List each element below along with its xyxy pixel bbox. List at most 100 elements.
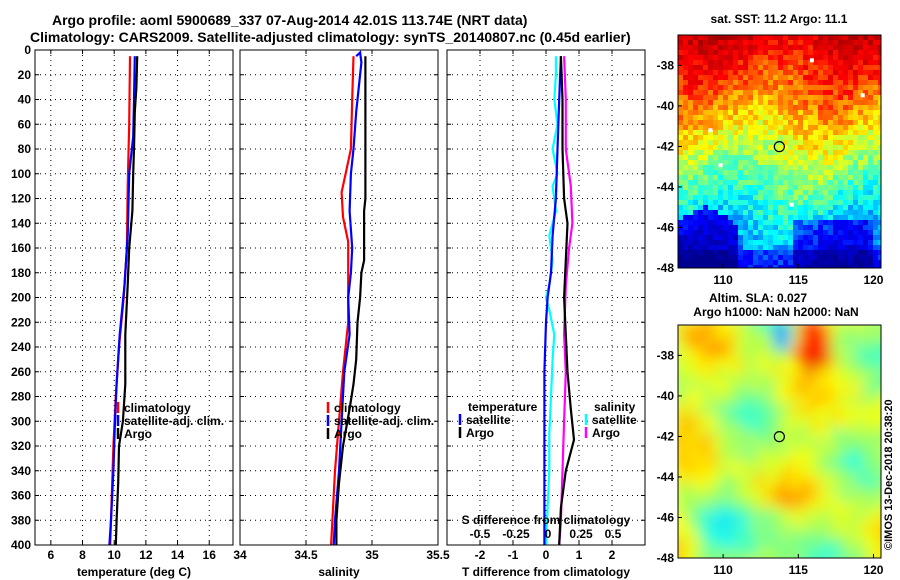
- sst-cell: [693, 150, 699, 156]
- sst-cell: [753, 125, 759, 131]
- sst-cell: [843, 85, 849, 91]
- sst-cell: [848, 215, 854, 221]
- sst-cell: [883, 40, 889, 46]
- sst-cell: [753, 185, 759, 191]
- sla-cell: [718, 525, 727, 534]
- sst-cell: [828, 260, 834, 266]
- sst-cell: [678, 70, 684, 76]
- sst-cell: [793, 45, 799, 51]
- sst-cell: [768, 40, 774, 46]
- secondary-axis-label: S difference from climatology: [462, 513, 631, 527]
- sst-cell: [883, 120, 889, 126]
- sst-cell: [838, 90, 844, 96]
- sst-cell: [728, 145, 734, 151]
- sst-cell: [808, 135, 814, 141]
- sla-cell: [734, 365, 743, 374]
- sst-cell: [828, 120, 834, 126]
- sla-cell: [830, 509, 839, 518]
- sst-cell: [713, 265, 719, 268]
- sla-cell: [750, 565, 759, 574]
- sst-cell: [863, 80, 869, 86]
- sst-cell: [818, 85, 824, 91]
- sst-cell: [793, 150, 799, 156]
- sst-cell: [803, 85, 809, 91]
- sst-cell: [848, 200, 854, 206]
- sla-cell: [678, 493, 679, 502]
- sla-cell: [774, 397, 783, 406]
- sst-cell: [873, 110, 879, 116]
- sst-cell: [698, 250, 704, 256]
- sla-cell: [862, 413, 871, 422]
- sla-cell: [702, 421, 711, 430]
- sla-cell: [854, 357, 863, 366]
- sst-cell: [818, 200, 824, 206]
- sla-cell: [678, 509, 687, 518]
- sst-cell: [778, 75, 784, 81]
- series-line-argo: [114, 56, 139, 545]
- sst-cell: [843, 220, 849, 226]
- sst-cell: [853, 145, 859, 151]
- sla-cell: [670, 573, 679, 580]
- sst-cell: [778, 235, 784, 241]
- sla-cell: [742, 493, 751, 502]
- sla-cell: [702, 573, 711, 580]
- sst-cell: [833, 110, 839, 116]
- sst-cell: [733, 60, 739, 66]
- sla-cell: [822, 509, 831, 518]
- sla-cell: [838, 533, 847, 542]
- sst-cell: [743, 90, 749, 96]
- sst-cell: [693, 175, 699, 181]
- sst-cell: [733, 225, 739, 231]
- sst-cell: [748, 115, 754, 121]
- sla-cell: [806, 453, 815, 462]
- sla-cell: [854, 541, 863, 550]
- sst-cell: [873, 240, 879, 246]
- sla-cell: [878, 421, 881, 430]
- sst-cell: [888, 230, 894, 236]
- sla-cell: [782, 517, 791, 526]
- legend-label: Argo: [592, 426, 620, 440]
- sst-cell: [838, 200, 844, 206]
- sla-cell: [862, 429, 871, 438]
- sst-cell: [843, 215, 849, 221]
- sst-cell: [758, 240, 764, 246]
- sla-cell: [846, 485, 855, 494]
- sst-cell: [758, 175, 764, 181]
- sst-cell: [848, 150, 854, 156]
- sst-cell: [783, 155, 789, 161]
- sst-cell: [768, 145, 774, 151]
- sst-cell: [768, 230, 774, 236]
- sst-cell: [803, 105, 809, 111]
- sst-cell: [813, 145, 819, 151]
- sst-cell: [883, 135, 889, 141]
- sla-cell: [710, 381, 719, 390]
- sla-cell: [798, 469, 807, 478]
- sla-cell: [798, 517, 807, 526]
- sst-cell: [733, 105, 739, 111]
- sst-cell: [758, 45, 764, 51]
- sla-cell: [838, 389, 847, 398]
- sst-cell: [818, 145, 824, 151]
- sst-cell: [763, 245, 769, 251]
- sst-cell: [673, 275, 679, 281]
- sla-cell: [838, 365, 847, 374]
- sla-cell: [734, 469, 743, 478]
- sst-cell: [878, 100, 881, 106]
- sst-cell: [713, 65, 719, 71]
- sla-cell: [854, 493, 863, 502]
- sla-cell: [702, 477, 711, 486]
- sla-cell: [838, 333, 847, 342]
- sla-cell: [798, 453, 807, 462]
- sst-cell: [793, 70, 799, 76]
- sst-cell: [758, 105, 764, 111]
- sst-cell: [793, 40, 799, 46]
- sst-cell: [708, 70, 714, 76]
- sst-cell: [748, 55, 754, 61]
- sst-cell: [878, 210, 881, 216]
- plot-frame: [34, 49, 234, 546]
- sst-cell: [688, 140, 694, 146]
- sla-map-title-line1: Altim. SLA: 0.027: [709, 291, 807, 305]
- sla-cell: [718, 445, 727, 454]
- sla-cell: [774, 541, 783, 550]
- sst-cell: [743, 275, 749, 281]
